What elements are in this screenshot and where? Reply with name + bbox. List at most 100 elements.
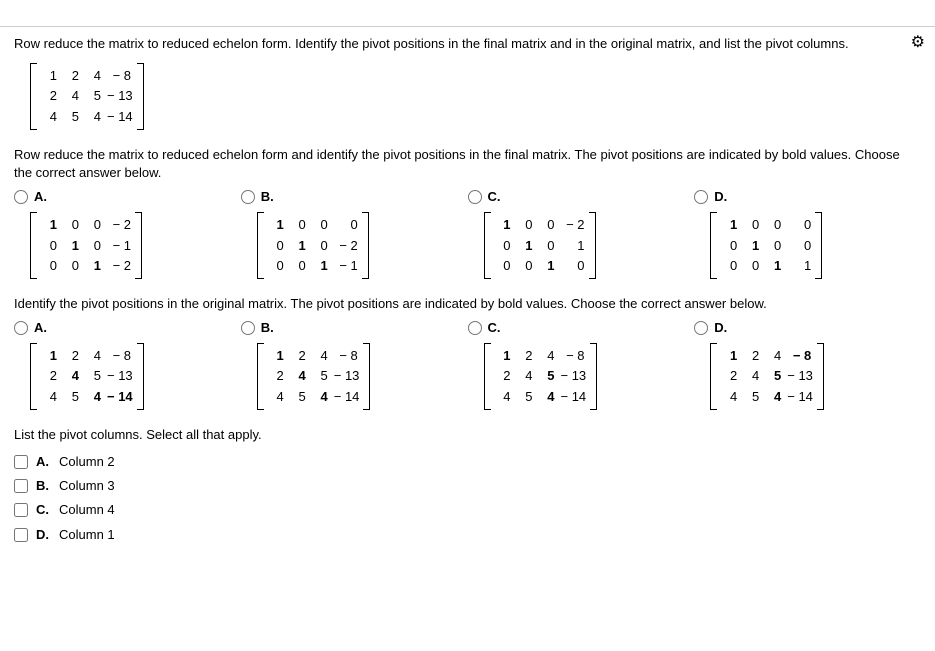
matrix-cell: 2	[38, 366, 60, 386]
check-item-c: C. Column 4	[14, 498, 921, 522]
matrix-cell: 5	[740, 387, 762, 407]
option-b-label: B.	[261, 319, 274, 337]
matrix-cell: − 2	[558, 215, 588, 235]
matrix-cell: − 13	[331, 366, 363, 386]
matrix-cell: 1	[60, 236, 82, 256]
matrix-cell: 5	[287, 387, 309, 407]
option-d-radio[interactable]	[694, 321, 708, 335]
matrix-cell: − 8	[104, 346, 134, 366]
matrix-cell: − 2	[331, 236, 361, 256]
option-a-label: A.	[34, 188, 47, 206]
gear-icon[interactable]: ⚙	[911, 32, 925, 54]
matrix-cell: 2	[287, 346, 309, 366]
option-a-radio[interactable]	[14, 190, 28, 204]
check-item-b: B. Column 3	[14, 474, 921, 498]
matrix-cell: 1	[38, 66, 60, 86]
matrix-cell: 4	[82, 346, 104, 366]
matrix-cell: 2	[265, 366, 287, 386]
matrix-cell: 4	[718, 387, 740, 407]
matrix-cell: 0	[265, 256, 287, 276]
matrix-cell: 0	[331, 215, 361, 235]
question-body: Row reduce the matrix to reduced echelon…	[0, 35, 935, 561]
check-c-label: Column 4	[59, 501, 115, 519]
top-divider	[0, 26, 935, 27]
matrix-cell: 5	[60, 387, 82, 407]
option-d-radio[interactable]	[694, 190, 708, 204]
check-c-letter: C.	[36, 501, 49, 519]
options-group-2: A.124− 8245− 13454− 14B.124− 8245− 13454…	[14, 319, 921, 416]
matrix-cell: 0	[514, 256, 536, 276]
matrix-cell: − 14	[784, 387, 816, 407]
check-b-letter: B.	[36, 477, 49, 495]
question-1-text: Row reduce the matrix to reduced echelon…	[14, 35, 921, 53]
check-d-letter: D.	[36, 526, 49, 544]
option-c: C.100− 201010010	[468, 188, 695, 285]
matrix-cell: 0	[287, 215, 309, 235]
matrix-cell: 1	[287, 236, 309, 256]
option-c-label: C.	[488, 188, 501, 206]
option-b: B.124− 8245− 13454− 14	[241, 319, 468, 416]
check-b-checkbox[interactable]	[14, 479, 28, 493]
check-c-checkbox[interactable]	[14, 503, 28, 517]
matrix-cell: 0	[309, 236, 331, 256]
matrix-cell: 2	[718, 366, 740, 386]
matrix-cell: − 8	[784, 346, 814, 366]
matrix-cell: 4	[82, 387, 104, 407]
matrix-cell: 1	[492, 215, 514, 235]
question-4-text: List the pivot columns. Select all that …	[14, 426, 921, 444]
matrix-cell: 4	[740, 366, 762, 386]
option-d-label: D.	[714, 319, 727, 337]
matrix-cell: 1	[536, 256, 558, 276]
option-b-radio[interactable]	[241, 321, 255, 335]
check-a-label: Column 2	[59, 453, 115, 471]
matrix-cell: 2	[492, 366, 514, 386]
matrix-cell: 2	[38, 86, 60, 106]
matrix-cell: 4	[514, 366, 536, 386]
matrix-cell: 4	[60, 366, 82, 386]
check-a-checkbox[interactable]	[14, 455, 28, 469]
matrix-cell: 0	[718, 256, 740, 276]
matrix-cell: 5	[82, 86, 104, 106]
option-d: D.124− 8245− 13454− 14	[694, 319, 921, 416]
matrix-cell: 4	[536, 387, 558, 407]
matrix-cell: 1	[265, 215, 287, 235]
matrix-cell: 1	[762, 256, 784, 276]
matrix-cell: 0	[265, 236, 287, 256]
option-a-label: A.	[34, 319, 47, 337]
check-d-checkbox[interactable]	[14, 528, 28, 542]
matrix-cell: − 1	[331, 256, 361, 276]
matrix-cell: 1	[784, 256, 814, 276]
option-c-radio[interactable]	[468, 321, 482, 335]
check-item-d: D. Column 1	[14, 523, 921, 547]
option-a-radio[interactable]	[14, 321, 28, 335]
matrix-cell: 4	[38, 107, 60, 127]
pivot-columns-checklist: A. Column 2 B. Column 3 C. Column 4 D. Column 1	[14, 450, 921, 547]
option-d-label: D.	[714, 188, 727, 206]
matrix-cell: 5	[536, 366, 558, 386]
matrix-cell: − 14	[558, 387, 590, 407]
matrix-cell: 1	[718, 215, 740, 235]
option-c-radio[interactable]	[468, 190, 482, 204]
matrix-cell: 4	[536, 346, 558, 366]
option-b-matrix: 124− 8245− 13454− 14	[257, 343, 371, 410]
matrix-cell: 1	[82, 256, 104, 276]
matrix-cell: 0	[309, 215, 331, 235]
option-b-radio[interactable]	[241, 190, 255, 204]
check-a-letter: A.	[36, 453, 49, 471]
matrix-cell: 4	[82, 107, 104, 127]
option-a: A.124− 8245− 13454− 14	[14, 319, 241, 416]
matrix-cell: 1	[740, 236, 762, 256]
option-a-matrix: 100− 2010− 1001− 2	[30, 212, 142, 279]
matrix-cell: 1	[38, 346, 60, 366]
matrix-cell: 0	[784, 236, 814, 256]
matrix-cell: 1	[492, 346, 514, 366]
matrix-cell: 0	[536, 215, 558, 235]
option-b-label: B.	[261, 188, 274, 206]
matrix-cell: 5	[60, 107, 82, 127]
check-b-label: Column 3	[59, 477, 115, 495]
check-d-label: Column 1	[59, 526, 115, 544]
matrix-cell: 0	[60, 215, 82, 235]
option-c-matrix: 100− 201010010	[484, 212, 596, 279]
question-2-text: Row reduce the matrix to reduced echelon…	[14, 146, 921, 182]
matrix-cell: 0	[38, 236, 60, 256]
